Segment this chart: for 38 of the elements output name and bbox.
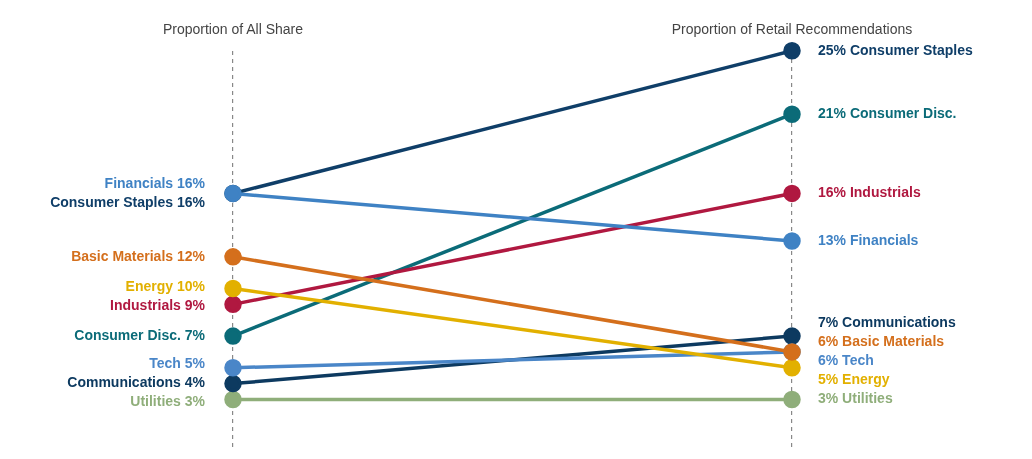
text: Tech: [842, 352, 874, 369]
text: Basic Materials: [71, 247, 174, 264]
text: Consumer Disc.: [849, 105, 957, 122]
data-label: 5%: [184, 355, 206, 372]
data-label: 7%: [818, 314, 839, 331]
data-label: 6%: [818, 352, 839, 369]
data-label: 7%: [184, 326, 206, 343]
data-label: 16%: [176, 193, 206, 210]
text: Financials: [849, 231, 919, 248]
data-label: 10%: [176, 277, 206, 294]
text: Communications: [67, 374, 181, 391]
text: Consumer Staples: [849, 41, 974, 58]
text: Financials: [104, 174, 174, 191]
text: Utilities: [130, 393, 181, 410]
data-label: 6%: [818, 333, 839, 350]
x-tick-label: Proportion of Retail Recommendations: [671, 21, 913, 38]
x-tick-label: Proportion of All Share: [162, 21, 304, 38]
data-label: 16%: [818, 184, 847, 201]
data-label: 3%: [184, 393, 206, 410]
data-label: 9%: [184, 296, 206, 313]
data-label: 16%: [176, 174, 206, 191]
text: Industrials: [849, 184, 921, 201]
data-label: 12%: [176, 247, 206, 264]
text: Consumer Staples: [50, 193, 174, 210]
data-label: 25%: [818, 41, 847, 58]
text: Consumer Disc.: [74, 326, 181, 343]
data-label: 21%: [818, 105, 847, 122]
text: Basic Materials: [842, 333, 945, 350]
text: Tech: [149, 355, 181, 372]
text: Energy: [842, 371, 890, 388]
text: Communications: [842, 314, 956, 331]
text: Utilities: [842, 390, 893, 407]
data-label: 13%: [818, 231, 847, 248]
text: Energy: [125, 277, 174, 294]
text: Industrials: [110, 296, 182, 313]
data-label: 3%: [818, 390, 839, 407]
data-label: 4%: [184, 374, 206, 391]
data-label: 5%: [818, 371, 839, 388]
